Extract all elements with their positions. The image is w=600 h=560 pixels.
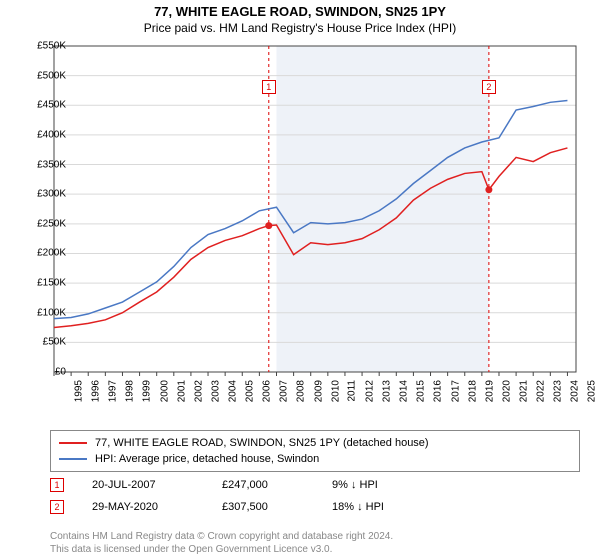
- x-tick-label: 2018: [467, 380, 478, 402]
- sales-price: £247,000: [222, 479, 332, 491]
- x-tick-label: 2016: [433, 380, 444, 402]
- x-tick-label: 2017: [450, 380, 461, 402]
- y-tick-label: £350K: [37, 159, 66, 170]
- x-tick-label: 2025: [587, 380, 598, 402]
- x-tick-label: 1997: [107, 380, 118, 402]
- x-tick-label: 2010: [330, 380, 341, 402]
- chart-title: 77, WHITE EAGLE ROAD, SWINDON, SN25 1PY: [0, 0, 600, 19]
- y-tick-label: £200K: [37, 248, 66, 259]
- footnote-line2: This data is licensed under the Open Gov…: [50, 544, 393, 557]
- y-tick-label: £100K: [37, 307, 66, 318]
- x-tick-label: 2014: [398, 380, 409, 402]
- chart-marker-1: 1: [262, 80, 276, 94]
- chart-marker-2: 2: [482, 80, 496, 94]
- legend-swatch: [59, 442, 87, 444]
- y-tick-label: £50K: [43, 337, 66, 348]
- x-tick-label: 2020: [501, 380, 512, 402]
- x-tick-label: 2009: [313, 380, 324, 402]
- sales-marker-num: 1: [50, 478, 64, 492]
- legend-swatch: [59, 458, 87, 460]
- sales-vs-hpi: 9% ↓ HPI: [332, 479, 452, 491]
- sales-row: 2 29-MAY-2020£307,50018% ↓ HPI: [50, 496, 452, 518]
- x-tick-label: 1995: [73, 380, 84, 402]
- x-tick-label: 2003: [210, 380, 221, 402]
- x-tick-label: 1999: [142, 380, 153, 402]
- sales-row: 1 20-JUL-2007£247,0009% ↓ HPI: [50, 474, 452, 496]
- x-tick-label: 2021: [518, 380, 529, 402]
- x-tick-label: 1998: [125, 380, 136, 402]
- x-tick-label: 2011: [346, 380, 357, 402]
- x-tick-label: 2002: [193, 380, 204, 402]
- legend-row: 77, WHITE EAGLE ROAD, SWINDON, SN25 1PY …: [59, 435, 571, 451]
- x-tick-label: 2015: [416, 380, 427, 402]
- x-tick-label: 2008: [296, 380, 307, 402]
- x-tick-label: 2006: [262, 380, 273, 402]
- chart-area: 12: [50, 42, 580, 392]
- x-tick-label: 2007: [279, 380, 290, 402]
- legend-box: 77, WHITE EAGLE ROAD, SWINDON, SN25 1PY …: [50, 430, 580, 472]
- x-tick-label: 2013: [381, 380, 392, 402]
- sales-date: 29-MAY-2020: [92, 501, 222, 513]
- x-tick-label: 2012: [364, 380, 375, 402]
- sales-price: £307,500: [222, 501, 332, 513]
- x-tick-label: 2000: [159, 380, 170, 402]
- chart-subtitle: Price paid vs. HM Land Registry's House …: [0, 19, 600, 35]
- sales-date: 20-JUL-2007: [92, 479, 222, 491]
- chart-container: 77, WHITE EAGLE ROAD, SWINDON, SN25 1PY …: [0, 0, 600, 560]
- x-tick-label: 1996: [90, 380, 101, 402]
- legend-row: HPI: Average price, detached house, Swin…: [59, 451, 571, 467]
- x-tick-label: 2022: [535, 380, 546, 402]
- x-tick-label: 2024: [570, 380, 581, 402]
- x-tick-label: 2004: [227, 380, 238, 402]
- y-tick-label: £400K: [37, 129, 66, 140]
- x-tick-label: 2005: [244, 380, 255, 402]
- footnote-line1: Contains HM Land Registry data © Crown c…: [50, 531, 393, 544]
- sales-markers-table: 1 20-JUL-2007£247,0009% ↓ HPI 2 29-MAY-2020…: [50, 474, 452, 518]
- footnote: Contains HM Land Registry data © Crown c…: [50, 531, 393, 556]
- legend-label: 77, WHITE EAGLE ROAD, SWINDON, SN25 1PY …: [95, 437, 429, 449]
- legend-label: HPI: Average price, detached house, Swin…: [95, 453, 319, 465]
- y-tick-label: £300K: [37, 189, 66, 200]
- x-tick-label: 2023: [552, 380, 563, 402]
- sales-vs-hpi: 18% ↓ HPI: [332, 501, 452, 513]
- y-tick-label: £250K: [37, 218, 66, 229]
- x-tick-label: 2001: [176, 380, 187, 402]
- chart-svg: [50, 42, 580, 392]
- y-tick-label: £450K: [37, 100, 66, 111]
- sales-marker-num: 2: [50, 500, 64, 514]
- y-tick-label: £150K: [37, 278, 66, 289]
- y-tick-label: £550K: [37, 41, 66, 52]
- y-tick-label: £0: [55, 367, 66, 378]
- x-tick-label: 2019: [484, 380, 495, 402]
- y-tick-label: £500K: [37, 70, 66, 81]
